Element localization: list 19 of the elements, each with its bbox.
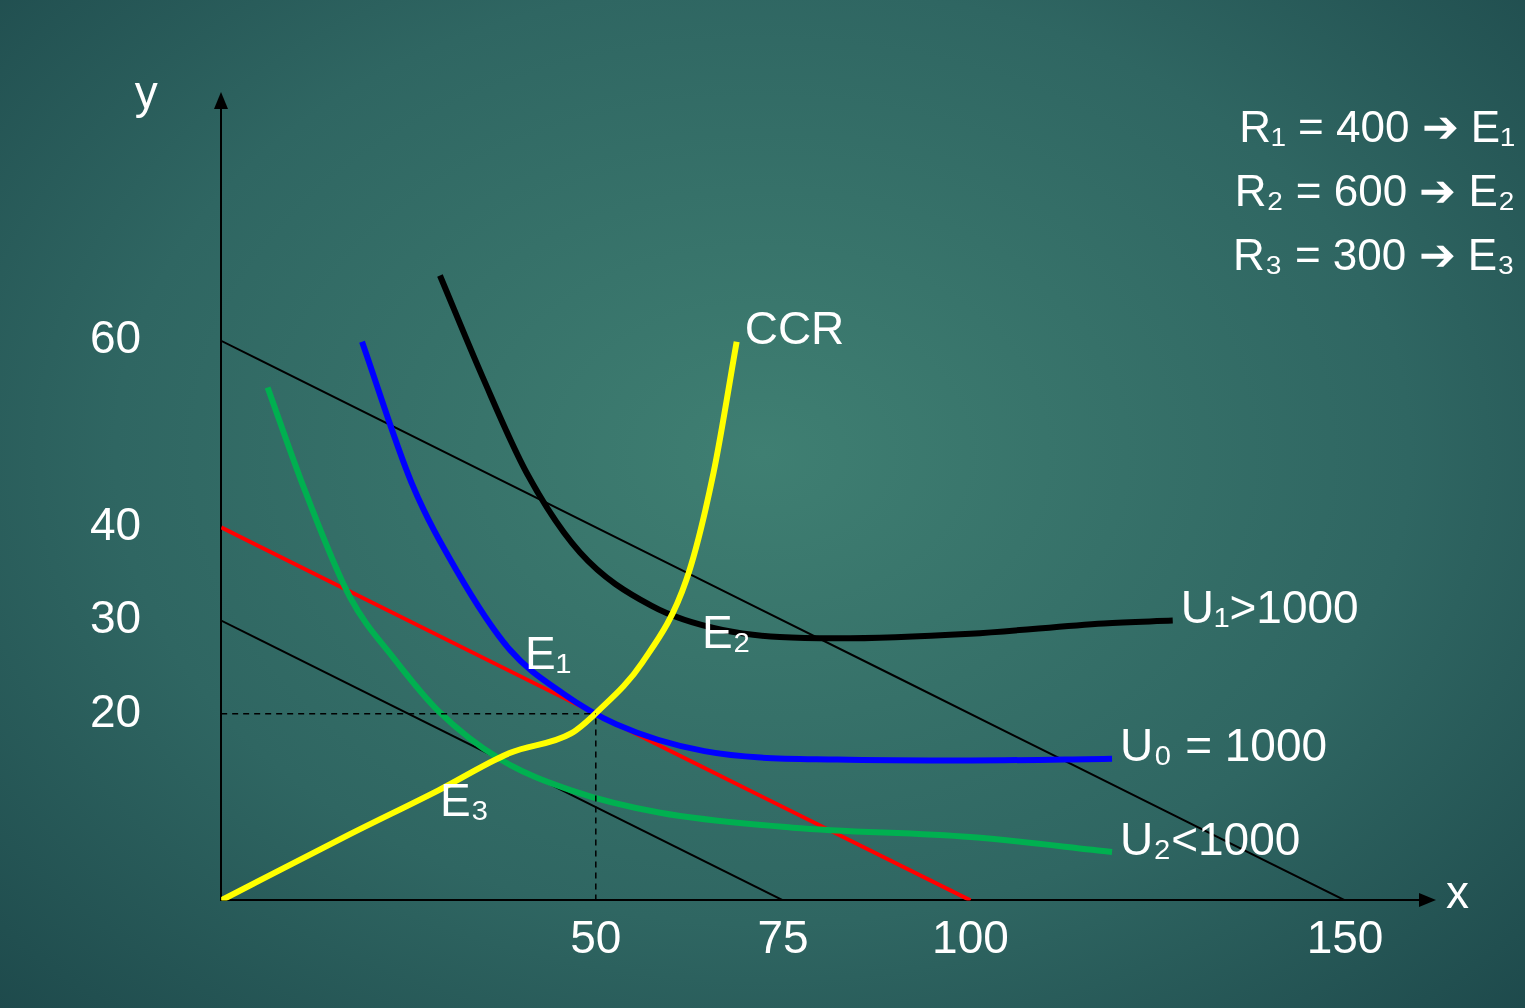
annotation: R₃ = 300 ➔ E₃ bbox=[1233, 230, 1515, 280]
annotation: R₁ = 400 ➔ E₁ bbox=[1239, 102, 1515, 152]
y-tick-label: 60 bbox=[90, 311, 142, 364]
series-label: CCR bbox=[744, 302, 845, 355]
series-label: U₀ = 1000 bbox=[1120, 719, 1328, 772]
y-axis-title: y bbox=[134, 66, 158, 119]
y-tick-label: 30 bbox=[90, 591, 142, 644]
annotation: E₁ bbox=[524, 626, 572, 679]
x-tick-label: 100 bbox=[932, 910, 1009, 963]
x-tick-label: 150 bbox=[1306, 910, 1384, 963]
annotation: E₃ bbox=[439, 773, 490, 826]
annotation: R₂ = 600 ➔ E₂ bbox=[1234, 166, 1515, 216]
series-label: U₂<1000 bbox=[1120, 812, 1301, 865]
x-axis-title: x bbox=[1446, 866, 1469, 919]
series-label: U₁>1000 bbox=[1180, 581, 1359, 634]
y-tick-label: 20 bbox=[90, 684, 142, 737]
y-tick-label: 40 bbox=[90, 498, 142, 551]
x-tick-label: 50 bbox=[570, 910, 622, 963]
x-tick-label: 75 bbox=[757, 910, 809, 963]
